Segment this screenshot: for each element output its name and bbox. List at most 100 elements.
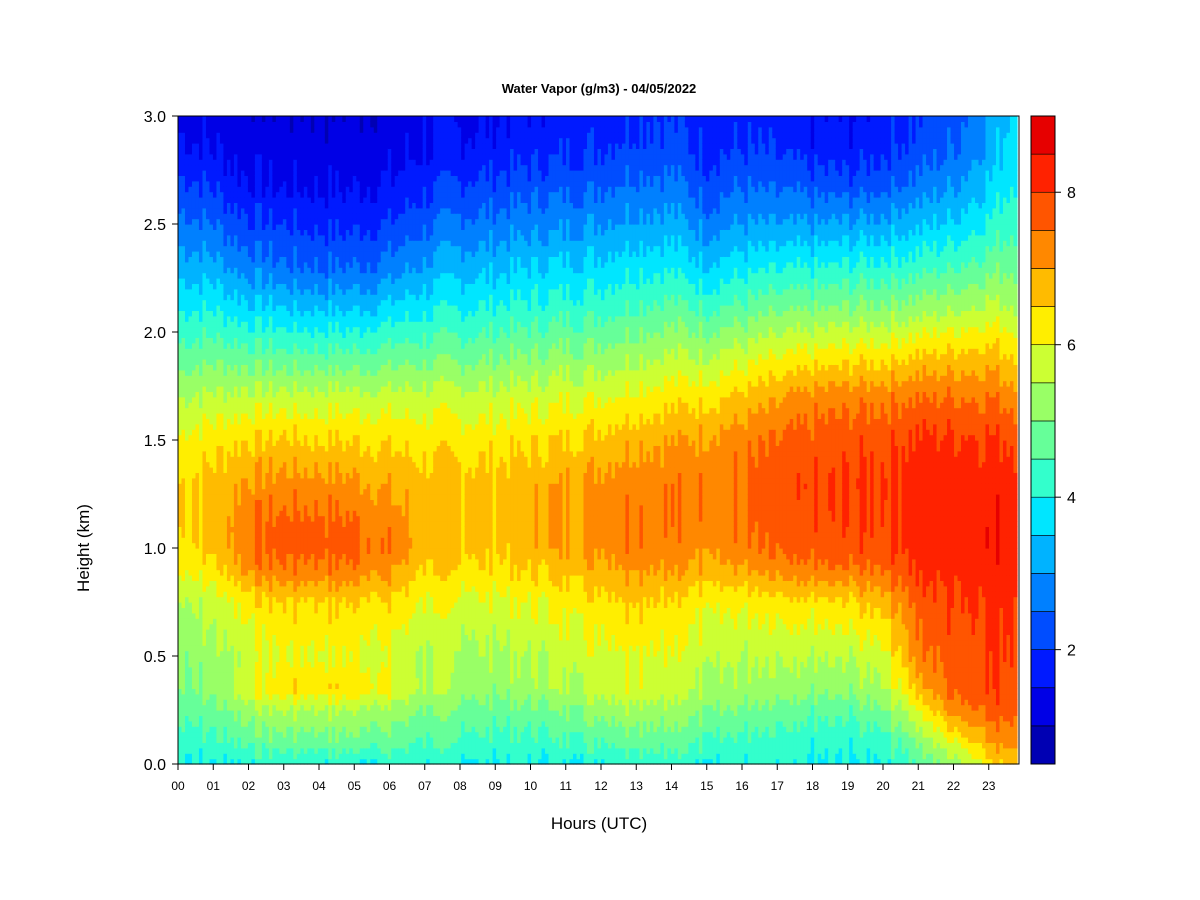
heatmap-cell — [269, 402, 273, 408]
heatmap-cell — [262, 127, 266, 133]
heatmap-cell — [300, 192, 304, 198]
heatmap-cell — [265, 348, 269, 354]
heatmap-cell — [290, 467, 294, 473]
heatmap-cell — [311, 651, 315, 657]
heatmap-cell — [297, 591, 301, 597]
heatmap-cell — [251, 726, 255, 732]
heatmap-cell — [321, 543, 325, 549]
heatmap-cell — [272, 132, 276, 138]
heatmap-cell — [209, 688, 213, 694]
heatmap-cell — [276, 559, 280, 565]
heatmap-cell — [209, 699, 213, 705]
heatmap-cell — [321, 721, 325, 727]
heatmap-cell — [185, 624, 189, 630]
heatmap-cell — [209, 526, 213, 532]
heatmap-cell — [300, 678, 304, 684]
heatmap-cell — [251, 256, 255, 262]
heatmap-cell — [269, 732, 273, 738]
heatmap-cell — [241, 197, 245, 203]
heatmap-cell — [276, 262, 280, 268]
heatmap-cell — [258, 478, 262, 484]
heatmap-cell — [185, 570, 189, 576]
heatmap-cell — [251, 445, 255, 451]
heatmap-cell — [290, 364, 294, 370]
heatmap-cell — [234, 391, 238, 397]
heatmap-cell — [230, 629, 234, 635]
heatmap-cell — [283, 310, 287, 316]
heatmap-cell — [213, 597, 217, 603]
heatmap-cell — [304, 451, 308, 457]
heatmap-cell — [258, 224, 262, 230]
heatmap-cell — [272, 316, 276, 322]
heatmap-cell — [262, 251, 266, 257]
heatmap-cell — [269, 332, 273, 338]
heatmap-cell — [307, 159, 311, 165]
heatmap-cell — [209, 154, 213, 160]
heatmap-cell — [297, 413, 301, 419]
heatmap-cell — [293, 229, 297, 235]
heatmap-cell — [300, 624, 304, 630]
heatmap-cell — [195, 683, 199, 689]
heatmap-cell — [241, 408, 245, 414]
heatmap-cell — [202, 629, 206, 635]
heatmap-cell — [227, 219, 231, 225]
heatmap-cell — [265, 737, 269, 743]
heatmap-cell — [213, 121, 217, 127]
heatmap-cell — [241, 451, 245, 457]
heatmap-cell — [262, 197, 266, 203]
heatmap-cell — [230, 591, 234, 597]
heatmap-cell — [213, 181, 217, 187]
heatmap-cell — [234, 478, 238, 484]
heatmap-cell — [199, 354, 203, 360]
heatmap-cell — [244, 121, 248, 127]
heatmap-cell — [255, 186, 259, 192]
heatmap-cell — [178, 661, 182, 667]
heatmap-cell — [258, 737, 262, 743]
heatmap-cell — [178, 602, 182, 608]
heatmap-cell — [185, 742, 189, 748]
heatmap-cell — [293, 607, 297, 613]
heatmap-cell — [248, 267, 252, 273]
heatmap-cell — [178, 445, 182, 451]
heatmap-cell — [206, 688, 210, 694]
heatmap-cell — [269, 343, 273, 349]
heatmap-cell — [182, 165, 186, 171]
heatmap-cell — [241, 672, 245, 678]
heatmap-cell — [276, 672, 280, 678]
heatmap-cell — [293, 640, 297, 646]
heatmap-cell — [206, 559, 210, 565]
heatmap-cell — [290, 645, 294, 651]
heatmap-cell — [276, 224, 280, 230]
heatmap-cell — [230, 116, 234, 122]
heatmap-cell — [178, 532, 182, 538]
heatmap-cell — [314, 521, 318, 527]
heatmap-cell — [251, 672, 255, 678]
heatmap-cell — [185, 408, 189, 414]
heatmap-cell — [255, 451, 259, 457]
heatmap-cell — [258, 219, 262, 225]
heatmap-cell — [248, 624, 252, 630]
heatmap-cell — [262, 224, 266, 230]
heatmap-cell — [178, 165, 182, 171]
heatmap-cell — [279, 742, 283, 748]
heatmap-cell — [286, 181, 290, 187]
heatmap-cell — [300, 370, 304, 376]
heatmap-cell — [195, 499, 199, 505]
heatmap-cell — [276, 332, 280, 338]
heatmap-cell — [241, 294, 245, 300]
heatmap-cell — [321, 537, 325, 543]
heatmap-cell — [230, 721, 234, 727]
heatmap-cell — [188, 505, 192, 511]
heatmap-cell — [230, 278, 234, 284]
heatmap-cell — [300, 289, 304, 295]
heatmap-cell — [290, 607, 294, 613]
heatmap-cell — [279, 213, 283, 219]
heatmap-cell — [185, 132, 189, 138]
heatmap-cell — [265, 721, 269, 727]
heatmap-cell — [209, 445, 213, 451]
heatmap-cell — [216, 613, 220, 619]
heatmap-cell — [248, 462, 252, 468]
heatmap-cell — [192, 143, 196, 149]
heatmap-cell — [185, 364, 189, 370]
heatmap-cell — [223, 645, 227, 651]
